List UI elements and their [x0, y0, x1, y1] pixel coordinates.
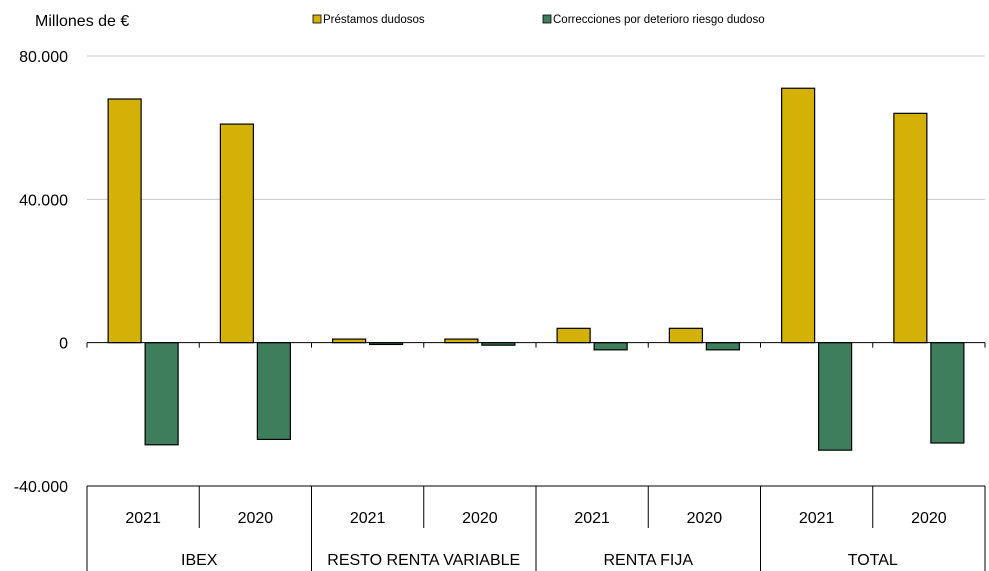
y-tick-label-3: -40.000	[14, 479, 68, 496]
x-group-label-1: RESTO RENTA VARIABLE	[327, 552, 520, 569]
x-tick-label-5: 2020	[687, 510, 723, 527]
bar-s1-c6	[818, 342, 853, 451]
x-group-label-3: TOTAL	[848, 552, 898, 569]
x-tick-label-3: 2020	[462, 510, 498, 527]
legend: Préstamos dudosos Correcciones por deteri…	[312, 14, 765, 26]
bar-s1-c5	[705, 342, 740, 351]
bar-s0-c4	[556, 327, 591, 344]
legend-swatch-1	[542, 14, 552, 24]
x-tick-label-6: 2021	[799, 510, 835, 527]
bar-s1-c0	[144, 342, 179, 446]
bars	[107, 87, 965, 451]
x-tick-label-7: 2020	[911, 510, 947, 527]
x-tick-label-4: 2021	[574, 510, 610, 527]
bar-s1-c4	[593, 342, 628, 351]
y-tick-label-2: 0	[59, 336, 68, 353]
bar-s0-c1	[219, 123, 254, 344]
bar-s0-c0	[107, 98, 142, 344]
bar-s0-c3	[444, 338, 479, 344]
y-axis: 80.000 40.000 0 -40.000	[14, 49, 68, 496]
bar-s0-c5	[668, 327, 703, 344]
y-tick-label-1: 40.000	[19, 192, 68, 209]
x-tick-label-1: 2020	[238, 510, 274, 527]
legend-label-1: Correcciones por deterioro riesgo dudoso	[553, 14, 765, 26]
legend-label-0: Préstamos dudosos	[323, 14, 425, 26]
bar-s0-c6	[781, 87, 816, 344]
x-tick-label-0: 2021	[125, 510, 161, 527]
x-axis: 2021 2020 2021 2020 2021 2020 2021 2020 IBEX REST…	[86, 485, 986, 571]
unit-label: Millones de €	[35, 13, 129, 30]
x-group-label-2: RENTA FIJA	[604, 552, 694, 569]
x-tick-label-2: 2021	[350, 510, 386, 527]
legend-swatch-0	[312, 14, 322, 24]
zero-axis	[86, 342, 986, 348]
bar-s1-c7	[930, 342, 965, 444]
bar-s0-c2	[332, 338, 367, 344]
x-group-label-0: IBEX	[181, 552, 218, 569]
y-tick-label-0: 80.000	[19, 49, 68, 66]
bar-s0-c7	[893, 112, 928, 344]
bar-s1-c1	[256, 342, 291, 441]
